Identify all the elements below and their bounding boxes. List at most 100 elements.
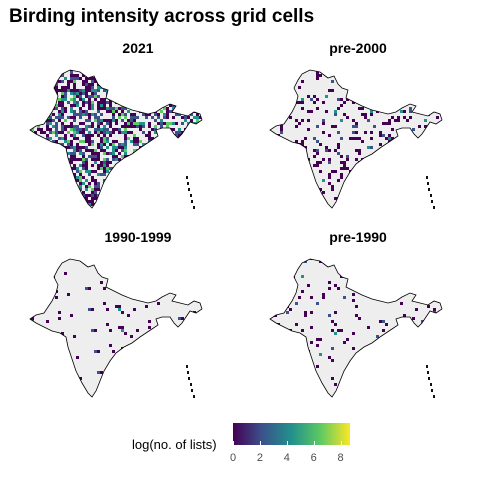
grid-cell xyxy=(370,137,373,140)
grid-cell xyxy=(169,92,172,95)
grid-cell xyxy=(136,98,139,101)
grid-cell xyxy=(43,170,46,173)
grid-cell xyxy=(379,134,382,137)
grid-cell xyxy=(151,197,154,200)
grid-cell xyxy=(337,143,340,146)
grid-cell xyxy=(187,68,190,71)
grid-cell xyxy=(85,137,88,140)
grid-cell xyxy=(280,89,283,92)
grid-cell xyxy=(361,113,364,116)
grid-cell xyxy=(103,260,106,263)
grid-cell xyxy=(178,209,181,212)
grid-cell xyxy=(115,182,118,185)
grid-cell xyxy=(292,74,295,77)
grid-cell xyxy=(148,74,151,77)
grid-cell xyxy=(28,146,31,149)
grid-cell xyxy=(151,95,154,98)
grid-cell xyxy=(160,104,163,107)
grid-cell xyxy=(130,374,133,377)
grid-cell xyxy=(412,68,415,71)
grid-cell xyxy=(154,164,157,167)
grid-cell xyxy=(163,131,166,134)
grid-cell xyxy=(73,116,76,119)
grid-cell xyxy=(157,137,160,140)
grid-cell xyxy=(169,110,172,113)
grid-cell xyxy=(127,197,130,200)
grid-cell xyxy=(97,158,100,161)
grid-cell xyxy=(154,125,157,128)
grid-cell xyxy=(193,143,196,146)
grid-cell xyxy=(163,194,166,197)
grid-cell xyxy=(49,188,52,191)
grid-cell xyxy=(346,158,349,161)
grid-cell xyxy=(334,125,337,128)
grid-cell xyxy=(136,143,139,146)
grid-cell xyxy=(346,338,349,341)
grid-cell xyxy=(382,86,385,89)
grid-cell xyxy=(298,173,301,176)
grid-cell xyxy=(106,71,109,74)
grid-cell xyxy=(163,101,166,104)
grid-cell xyxy=(295,392,298,395)
grid-cell xyxy=(109,119,112,122)
grid-cell xyxy=(355,122,358,125)
grid-cell xyxy=(70,71,73,74)
grid-cell xyxy=(88,104,91,107)
grid-cell xyxy=(85,80,88,83)
grid-cell xyxy=(340,104,343,107)
grid-cell xyxy=(151,83,154,86)
india-landmass xyxy=(30,259,202,397)
grid-cell xyxy=(136,125,139,128)
grid-cell xyxy=(175,209,178,212)
grid-cell xyxy=(400,110,403,113)
grid-cell xyxy=(343,164,346,167)
grid-cell xyxy=(436,116,439,119)
grid-cell xyxy=(373,71,376,74)
grid-cell xyxy=(136,158,139,161)
grid-cell xyxy=(286,206,289,209)
grid-cell xyxy=(358,317,361,320)
grid-cell xyxy=(97,155,100,158)
grid-cell xyxy=(190,185,193,188)
grid-cell xyxy=(430,188,433,191)
grid-cell xyxy=(379,83,382,86)
grid-cell xyxy=(34,197,37,200)
grid-cell xyxy=(40,383,43,386)
grid-cell xyxy=(136,137,139,140)
grid-cell xyxy=(136,86,139,89)
grid-cell xyxy=(187,83,190,86)
grid-cell xyxy=(331,188,334,191)
grid-cell xyxy=(160,140,163,143)
grid-cell xyxy=(70,125,73,128)
grid-cell xyxy=(166,152,169,155)
grid-cell xyxy=(136,122,139,125)
grid-cell xyxy=(115,158,118,161)
grid-cell xyxy=(175,80,178,83)
grid-cell xyxy=(130,95,133,98)
grid-cell xyxy=(436,137,439,140)
grid-cell xyxy=(355,182,358,185)
grid-cell xyxy=(178,68,181,71)
grid-cell xyxy=(73,128,76,131)
grid-cell xyxy=(163,200,166,203)
grid-cell xyxy=(172,68,175,71)
grid-cell xyxy=(271,173,274,176)
grid-cell xyxy=(274,386,277,389)
grid-cell xyxy=(79,179,82,182)
grid-cell xyxy=(202,110,205,113)
grid-cell xyxy=(280,131,283,134)
grid-cell xyxy=(154,80,157,83)
grid-cell xyxy=(100,140,103,143)
grid-cell xyxy=(70,140,73,143)
grid-cell xyxy=(67,116,70,119)
grid-cell xyxy=(172,200,175,203)
grid-cell xyxy=(49,341,52,344)
grid-cell xyxy=(142,98,145,101)
grid-cell xyxy=(148,194,151,197)
grid-cell xyxy=(163,161,166,164)
grid-cell xyxy=(280,191,283,194)
grid-cell xyxy=(85,209,88,212)
grid-cell xyxy=(421,146,424,149)
grid-cell xyxy=(106,158,109,161)
grid-cell xyxy=(181,137,184,140)
